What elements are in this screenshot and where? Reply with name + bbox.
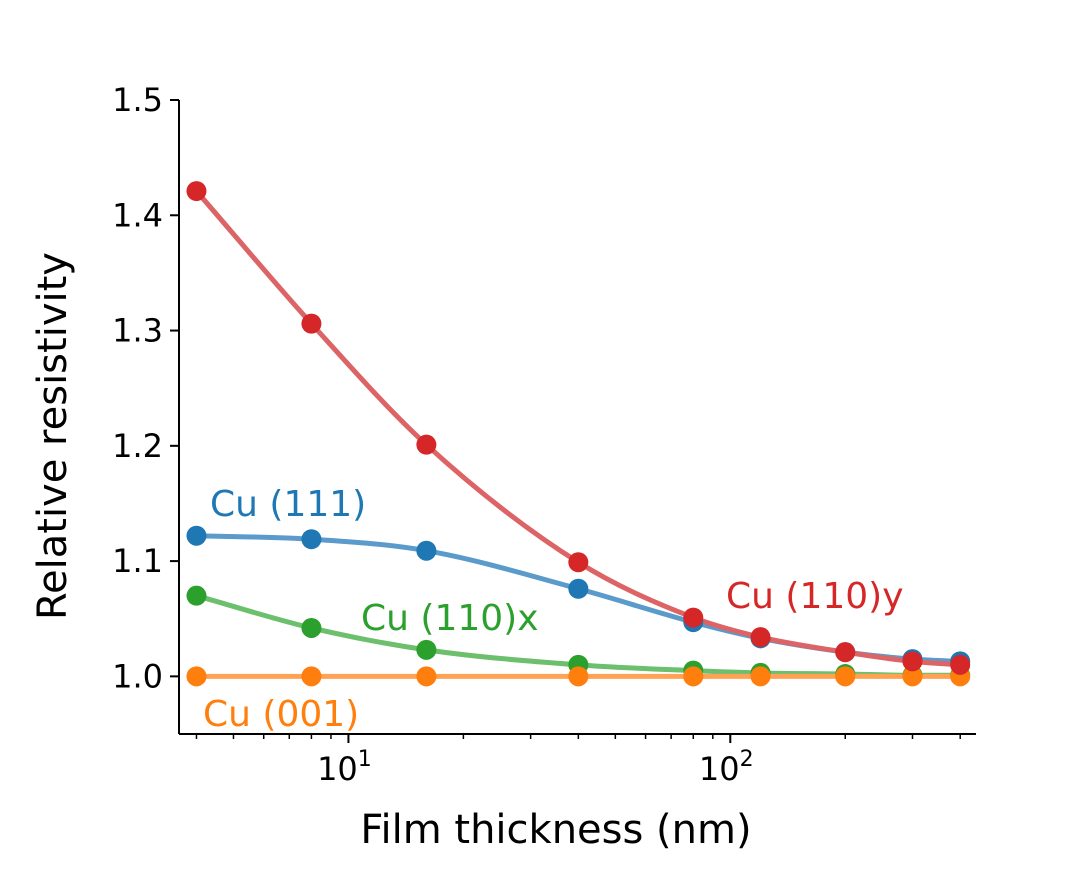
data-point [186,181,207,202]
data-point [835,666,856,687]
data-point [301,666,322,687]
axes [178,100,976,735]
x-tick-exponent: 2 [740,747,754,772]
y-tick-label: 1.1 [112,542,163,580]
data-point [416,540,437,561]
data-point [683,607,704,628]
data-point [416,639,437,660]
data-point [186,666,207,687]
x-axis-label: Film thickness (nm) [360,807,751,853]
data-point [186,585,207,606]
series-label: Cu (110)x [361,598,539,639]
data-point [416,666,437,687]
data-point [683,666,704,687]
x-tick-label: 101 [317,747,372,788]
x-ticks: 101 102 [195,734,961,788]
x-tick-exponent: 1 [358,747,372,772]
x-tick-base: 10 [699,750,740,788]
y-tick-label: 1.5 [112,81,163,119]
data-point [186,525,207,546]
data-point [568,666,589,687]
data-point [301,617,322,638]
y-tick-label: 1.3 [112,312,163,350]
data-point [950,654,971,675]
series-labels: Cu (111) Cu (110)y Cu (110)x Cu (001) [203,484,904,735]
y-tick-label: 1.4 [112,196,163,234]
data-point [902,651,923,672]
data-point [750,666,771,687]
data-point [568,578,589,599]
data-point [902,666,923,687]
x-tick-label: 102 [699,747,754,788]
x-tick-base: 10 [317,750,358,788]
series-label: Cu (001) [203,694,359,735]
data-point [750,627,771,648]
y-ticks: 1.0 1.1 1.2 1.3 1.4 1.5 [112,81,179,695]
series-label: Cu (110)y [726,576,904,617]
data-point [416,434,437,455]
y-tick-label: 1.0 [112,657,163,695]
data-point [301,529,322,550]
series-points [186,181,971,687]
data-point [835,642,856,663]
data-point [568,552,589,573]
series-label: Cu (111) [210,484,366,525]
data-point [301,313,322,334]
y-tick-label: 1.2 [112,427,163,465]
y-axis-label: Relative resistivity [30,252,76,620]
